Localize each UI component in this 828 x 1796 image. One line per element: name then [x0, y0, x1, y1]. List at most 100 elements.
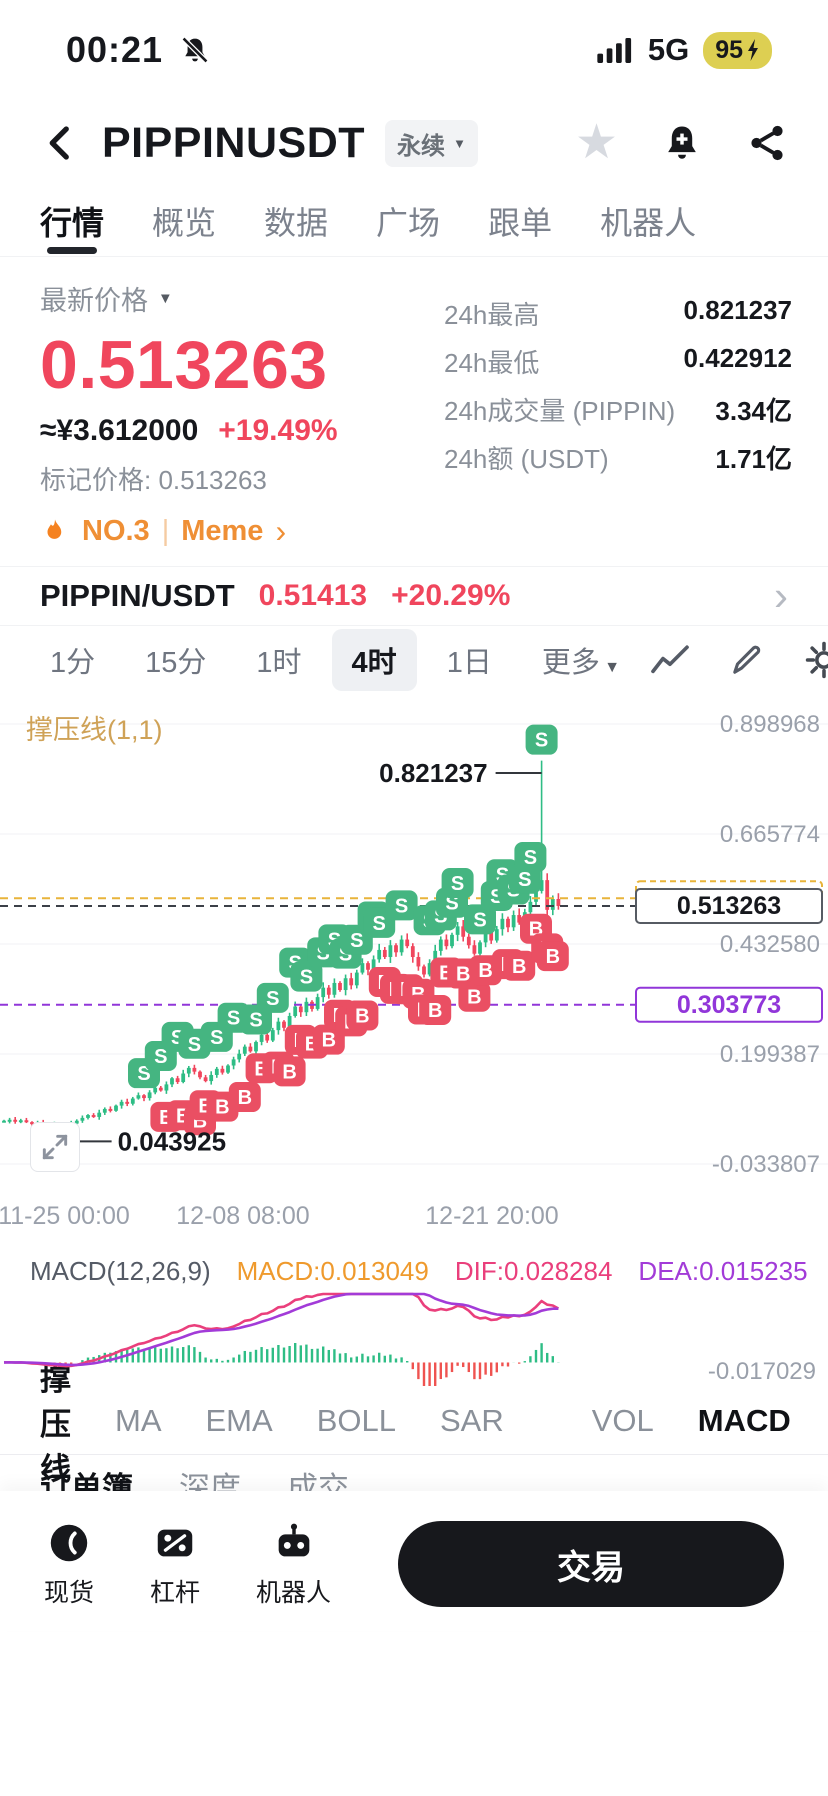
ind-EMA[interactable]: EMA — [205, 1403, 273, 1438]
related-pair-row[interactable]: PIPPIN/USDT 0.51413 +20.29% › — [0, 567, 828, 625]
margin-button[interactable]: 杠杆 — [150, 1520, 200, 1609]
macd-section: MACD(12,26,9) MACD:0.013049 DIF:0.028284… — [0, 1246, 828, 1388]
category-label: Meme — [181, 515, 264, 547]
bot-button[interactable]: 机器人 — [256, 1520, 331, 1609]
network-label: 5G — [647, 32, 690, 67]
tf-15分[interactable]: 15分 — [145, 647, 207, 679]
spot-label: 现货 — [44, 1578, 95, 1607]
svg-text:S: S — [249, 1009, 262, 1031]
last-price-value: 0.513263 — [40, 327, 328, 403]
svg-text:B: B — [512, 956, 526, 978]
svg-text:12-21 20:00: 12-21 20:00 — [425, 1202, 558, 1230]
chart-area[interactable]: 撑压线(1,1) 0.898968 0.665774 0.432580 0.19938… — [0, 694, 828, 1246]
pair-change: +20.29% — [391, 579, 511, 612]
stat-row: 24h成交量 (PIPPIN) 3.34亿 — [444, 396, 792, 426]
tab-机器人[interactable]: 机器人 — [600, 205, 697, 241]
tab-概览[interactable]: 概览 — [152, 205, 217, 241]
svg-text:S: S — [188, 1034, 201, 1056]
leverage-icon — [157, 1529, 193, 1556]
svg-text:0.303773: 0.303773 — [677, 991, 781, 1019]
svg-text:S: S — [266, 988, 279, 1010]
tab-行情[interactable]: 行情 — [40, 186, 104, 256]
sub-深度[interactable]: 深度 — [179, 1471, 241, 1491]
svg-text:S: S — [473, 909, 486, 931]
macd-chart[interactable] — [0, 1292, 828, 1388]
svg-text:B: B — [355, 1006, 369, 1028]
svg-text:B: B — [215, 1097, 229, 1119]
ind-MACD[interactable]: MACD — [697, 1403, 791, 1438]
price-alert-icon[interactable] — [660, 121, 704, 165]
svg-text:B: B — [467, 987, 481, 1009]
svg-text:S: S — [535, 730, 548, 752]
battery-percent: 95 — [715, 35, 743, 64]
svg-text:-0.033807: -0.033807 — [712, 1151, 820, 1178]
svg-text:S: S — [518, 869, 531, 891]
svg-text:0.043925: 0.043925 — [118, 1126, 226, 1156]
trade-button[interactable]: 交易 — [398, 1521, 784, 1607]
svg-text:S: S — [451, 873, 464, 895]
svg-text:0.199387: 0.199387 — [720, 1041, 820, 1068]
macd-axis-min: -0.017029 — [707, 1358, 816, 1385]
flame-icon — [47, 519, 62, 539]
stat-row: 24h最高 0.821237 — [444, 295, 792, 330]
svg-text:B: B — [478, 960, 492, 982]
tf-1日[interactable]: 1日 — [446, 647, 492, 679]
tf-更多[interactable]: 更多 ▼ — [541, 647, 621, 679]
svg-text:0.432580: 0.432580 — [720, 931, 820, 958]
pair-price: 0.51413 — [258, 579, 368, 612]
svg-text:S: S — [445, 893, 458, 915]
clock: 00:21 — [66, 29, 164, 70]
status-bar: 00:21 5G 95 — [0, 0, 828, 100]
share-icon[interactable] — [746, 122, 788, 164]
ind-MA[interactable]: MA — [115, 1403, 162, 1438]
ind-BOLL[interactable]: BOLL — [316, 1403, 396, 1438]
sub-订单簿[interactable]: 订单簿 — [40, 1471, 133, 1491]
contract-type-selector[interactable]: 永续 ▼ — [385, 119, 479, 167]
symbol-title: PIPPINUSDT — [102, 118, 366, 167]
chevron-down-icon: ▼ — [599, 659, 621, 676]
macd-params-label[interactable]: MACD(12,26,9) — [30, 1255, 211, 1286]
draw-icon[interactable] — [728, 641, 766, 679]
tf-1时[interactable]: 1时 — [256, 647, 302, 679]
spot-button[interactable]: 现货 — [44, 1520, 94, 1609]
ind-VOL[interactable]: VOL — [591, 1403, 654, 1438]
header: PIPPINUSDT 永续 ▼ ★ — [0, 100, 828, 186]
ind-撑压线[interactable]: 撑压线 — [40, 1361, 71, 1487]
dea-value: DEA:0.015235 — [638, 1255, 808, 1286]
contract-type-label: 永续 — [397, 132, 446, 160]
price-panel: 最新价格 ▼ 0.513263 ≈¥3.612000 +19.49% 标记价格:… — [0, 257, 828, 566]
divider — [0, 625, 828, 626]
ind-SAR[interactable]: SAR — [439, 1403, 504, 1438]
tf-4时[interactable]: 4时 — [331, 629, 417, 691]
dif-value: DIF:0.028284 — [454, 1255, 613, 1286]
pair-name: PIPPIN/USDT — [40, 578, 235, 613]
svg-text:S: S — [350, 930, 363, 952]
last-price-selector[interactable]: 最新价格 ▼ — [40, 279, 444, 318]
svg-text:0.898968: 0.898968 — [720, 711, 820, 738]
tab-数据[interactable]: 数据 — [264, 205, 329, 241]
tab-跟单[interactable]: 跟单 — [488, 205, 553, 241]
robot-icon — [278, 1523, 309, 1556]
chevron-down-icon: ▼ — [453, 135, 467, 151]
rank-row[interactable]: NO.3 | Meme › — [40, 513, 444, 550]
candlestick-chart[interactable]: 0.898968 0.665774 0.432580 0.199387 -0.03380… — [0, 694, 828, 1246]
svg-text:S: S — [373, 913, 386, 935]
chart-settings-button[interactable] — [804, 640, 828, 680]
svg-text:S: S — [395, 895, 408, 917]
subnav-tabs: 订单簿 深度 成交 — [0, 1455, 828, 1491]
chart-style-icon[interactable] — [650, 643, 690, 677]
svg-text:12-08 08:00: 12-08 08:00 — [176, 1202, 309, 1230]
macd-value: MACD:0.013049 — [236, 1255, 429, 1286]
favorite-star-icon[interactable]: ★ — [574, 116, 618, 169]
sub-成交[interactable]: 成交 — [287, 1471, 349, 1491]
back-button[interactable] — [40, 122, 82, 164]
svg-text:0.665774: 0.665774 — [720, 821, 820, 848]
tab-广场[interactable]: 广场 — [376, 205, 441, 241]
fullscreen-chart-button[interactable] — [30, 1122, 80, 1172]
coin-icon — [50, 1524, 88, 1561]
svg-text:0.821237: 0.821237 — [379, 758, 487, 788]
tf-1分[interactable]: 1分 — [50, 647, 96, 679]
stat-row: 24h额 (USDT) 1.71亿 — [444, 444, 792, 474]
bot-label: 机器人 — [256, 1578, 332, 1607]
